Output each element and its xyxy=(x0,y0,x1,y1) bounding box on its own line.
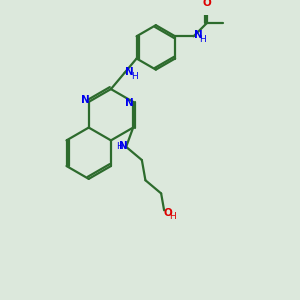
Text: H: H xyxy=(131,72,138,81)
Text: O: O xyxy=(202,0,211,8)
Text: H: H xyxy=(199,34,206,43)
Text: H: H xyxy=(116,142,122,151)
Text: H: H xyxy=(169,212,176,221)
Text: N: N xyxy=(194,30,202,40)
Text: N: N xyxy=(125,67,134,77)
Text: N: N xyxy=(81,95,90,106)
Text: O: O xyxy=(163,208,172,218)
Text: N: N xyxy=(125,98,134,108)
Text: N: N xyxy=(119,141,128,151)
